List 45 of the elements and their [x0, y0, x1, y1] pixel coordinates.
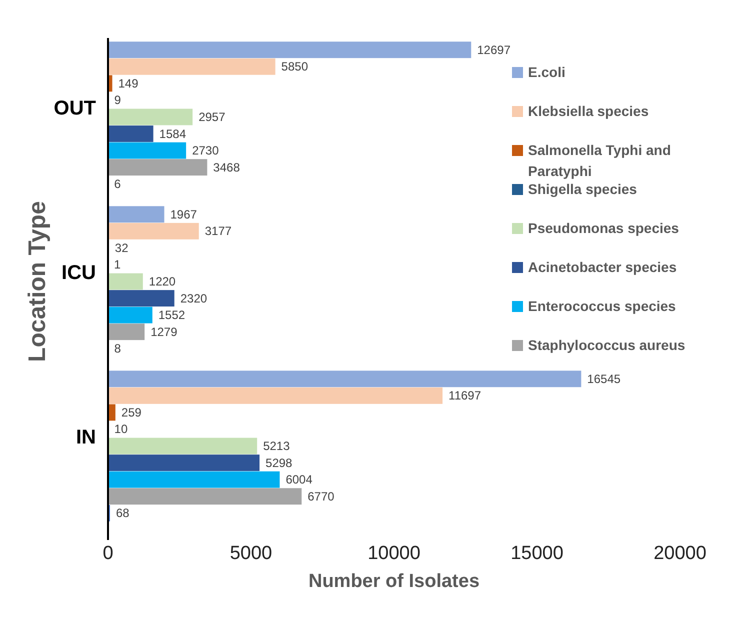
- data-label: 32: [114, 240, 129, 255]
- data-label: 1584: [159, 126, 186, 141]
- legend-label: Pseudomonas species: [528, 220, 680, 236]
- data-label: 1279: [150, 324, 178, 339]
- data-label: 6004: [286, 472, 313, 487]
- x-tick-label: 15000: [510, 543, 564, 564]
- x-tick-label: 0: [102, 543, 114, 564]
- data-label: 6770: [308, 489, 335, 504]
- y-axis-title: Location Type: [24, 201, 51, 362]
- data-label: 5850: [281, 60, 308, 74]
- data-label: 2957: [198, 110, 226, 124]
- x-tick-label: 5000: [230, 543, 272, 564]
- data-label: 1967: [170, 207, 198, 222]
- x-axis-title: Number of Isolates: [308, 571, 480, 592]
- x-tick-label: 20000: [654, 543, 706, 564]
- legend-label: Acinetobacter species: [528, 259, 677, 275]
- data-label: 149: [118, 76, 139, 90]
- data-label: 16545: [587, 372, 621, 386]
- data-label: 5213: [263, 439, 290, 454]
- data-label: 9: [114, 93, 122, 108]
- legend-label: E.coli: [528, 64, 566, 80]
- data-label: 259: [121, 405, 142, 420]
- data-label: 11697: [448, 388, 482, 403]
- y-tick-label: OUT: [54, 98, 96, 120]
- data-label: 6: [114, 177, 122, 192]
- data-label: 2320: [180, 291, 208, 306]
- y-tick-label: ICU: [62, 262, 96, 284]
- x-tick-label: 10000: [368, 543, 420, 564]
- data-label: 5298: [266, 456, 293, 470]
- legend-label: Klebsiella species: [528, 103, 649, 119]
- legend-label: Salmonella Typhi and Paratyphi: [528, 142, 671, 179]
- data-label: 3468: [213, 160, 240, 174]
- data-label: 68: [116, 506, 130, 520]
- y-tick-label: IN: [76, 426, 96, 449]
- data-label: 1552: [158, 308, 186, 322]
- data-label: 8: [114, 342, 122, 356]
- data-label: 1: [114, 258, 122, 272]
- data-label: 10: [114, 422, 128, 436]
- data-label: 1220: [148, 274, 176, 288]
- legend-label: Enterococcus species: [528, 298, 676, 314]
- data-label: 2730: [192, 144, 220, 158]
- data-label: 3177: [204, 224, 232, 238]
- legend-label: Staphylococcus aureus: [528, 337, 686, 353]
- legend-label: Shigella species: [528, 181, 638, 197]
- data-label: 12697: [477, 42, 511, 57]
